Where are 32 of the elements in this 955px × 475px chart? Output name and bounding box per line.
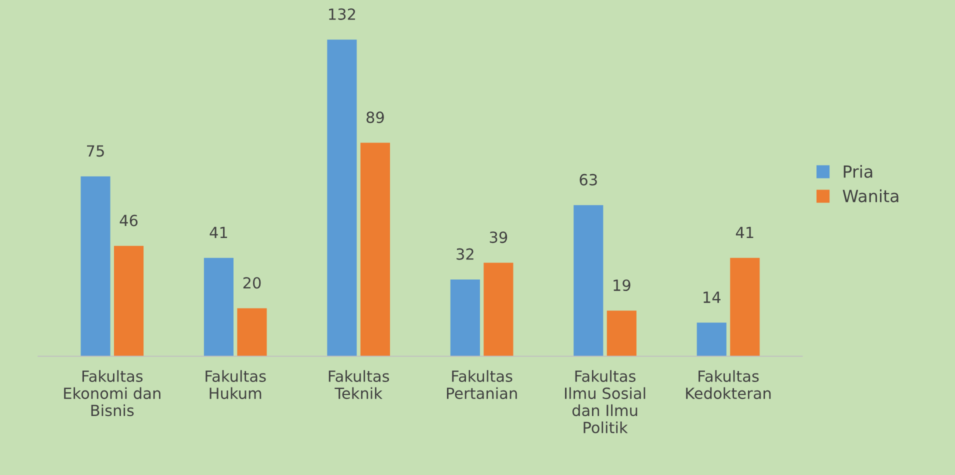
bar [80,176,110,356]
legend-label: Pria [844,164,872,178]
data-label: 46 [120,214,138,226]
data-label: 41 [210,226,228,238]
x-tick-label: Fakultas Hukum [206,370,266,400]
bar [450,279,480,356]
data-label: 63 [580,174,597,186]
bar [204,258,234,356]
bar [696,322,726,356]
x-tick-label: Fakultas Pertanian [446,370,517,400]
x-tick-label: Fakultas Teknik [328,370,390,400]
data-label: 32 [456,248,474,260]
bar [574,205,604,356]
bar [327,40,357,356]
data-label: 14 [704,292,720,303]
data-label: 39 [490,232,508,244]
legend-label: Wanita [842,189,898,202]
bar [730,258,760,356]
bar [360,142,390,356]
bar [606,310,636,356]
data-label: 41 [736,226,754,238]
x-tick-label: Fakultas Kedokteran [686,370,771,400]
x-tick-label: Fakultas Ilmu Sosial dan Ilmu Politik [565,370,646,434]
data-label: 19 [614,279,630,292]
data-label: 20 [243,277,261,289]
bar [237,308,267,356]
data-label: 132 [329,8,355,20]
bar [114,246,144,356]
data-label: 89 [366,112,384,124]
x-tick-label: Fakultas Ekonomi dan Bisnis [64,370,160,416]
bar [484,262,514,356]
data-label: 75 [87,145,104,157]
